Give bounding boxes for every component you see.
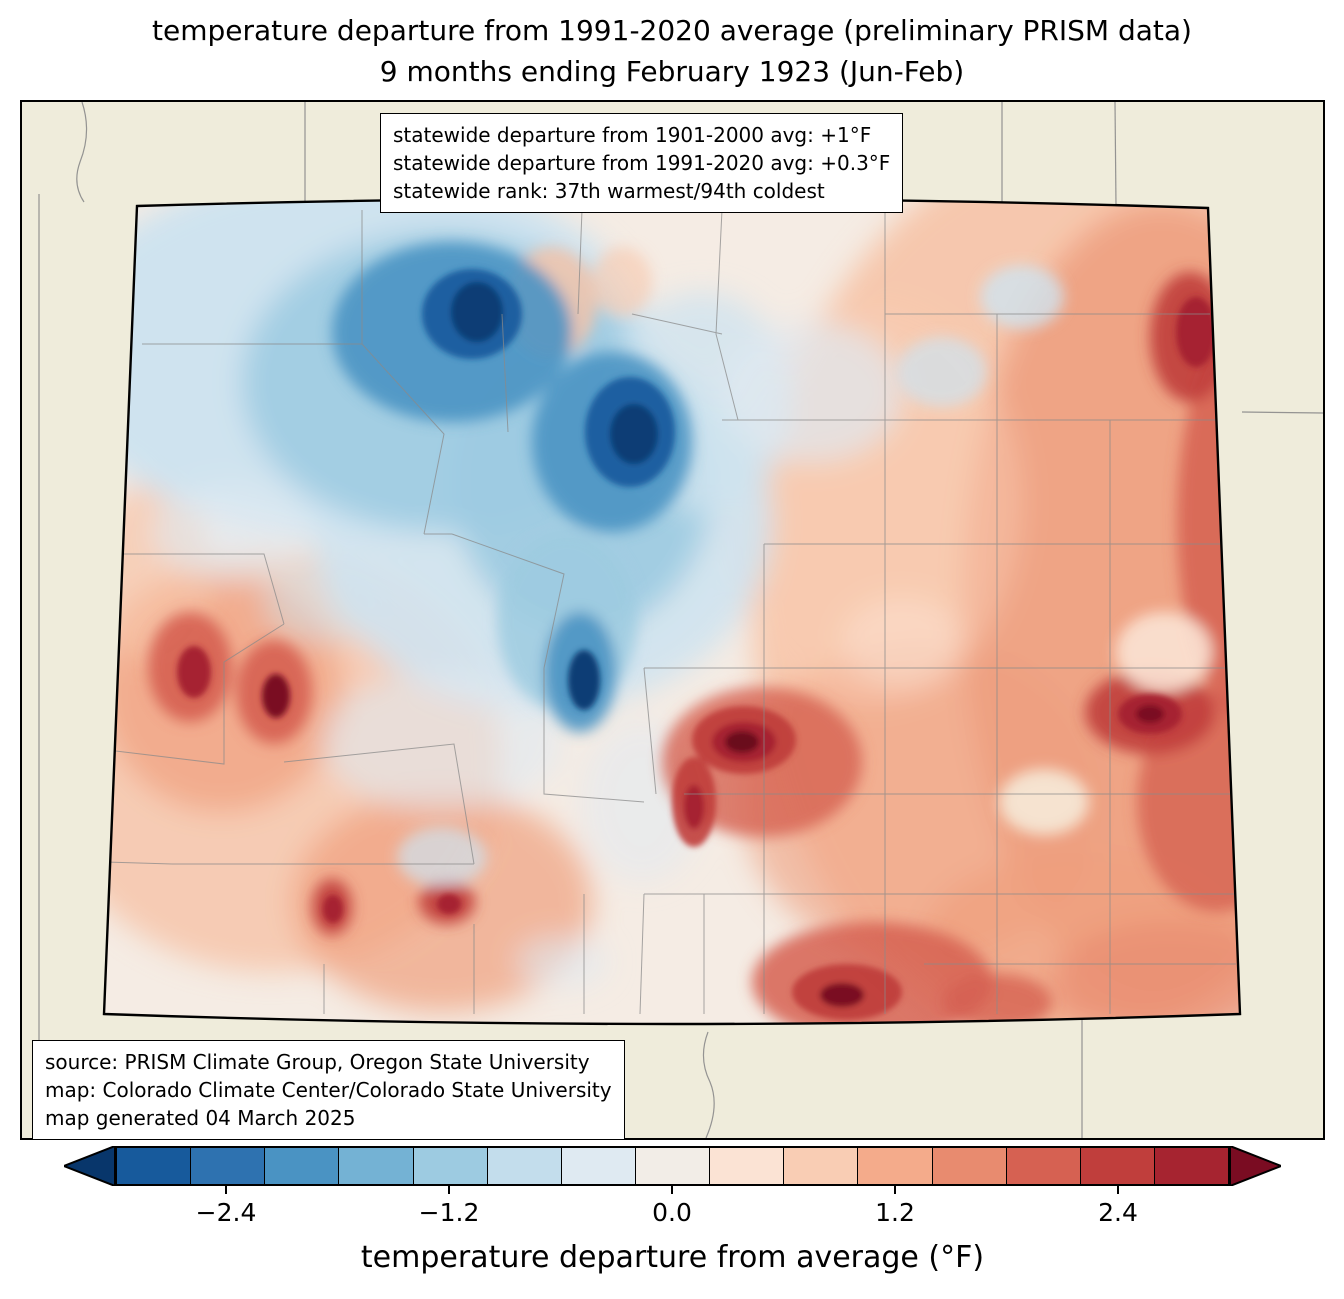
source-box: source: PRISM Climate Group, Oregon Stat… (32, 1040, 625, 1140)
colorbar-segment (117, 1148, 191, 1184)
colorbar-segment (412, 1148, 487, 1184)
colorbar-segment (338, 1148, 413, 1184)
stats-line-2: statewide departure from 1991-2020 avg: … (393, 151, 891, 175)
colorbar-segment (783, 1148, 858, 1184)
colorbar-segment (1005, 1148, 1080, 1184)
colorbar-tick-label: −1.2 (418, 1198, 480, 1227)
stats-line-3: statewide rank: 37th warmest/94th coldes… (393, 179, 825, 203)
neighbor-state-borders (38, 102, 1323, 1138)
colorbar-segment (1153, 1148, 1229, 1184)
colorbar-arrow-left (64, 1146, 115, 1186)
colorbar-segment (190, 1148, 265, 1184)
title-line-1: temperature departure from 1991-2020 ave… (152, 14, 1192, 47)
figure-title: temperature departure from 1991-2020 ave… (0, 10, 1344, 92)
county-boundaries (106, 209, 1236, 1015)
colorbar-tickmark (671, 1186, 673, 1194)
source-line-2: map: Colorado Climate Center/Colorado St… (45, 1078, 612, 1102)
colorbar-tickmark (448, 1186, 450, 1194)
colorbar-arrow-right (1230, 1146, 1281, 1186)
map-frame: statewide departure from 1901-2000 avg: … (20, 100, 1325, 1140)
colorbar-segments (115, 1146, 1230, 1186)
colorbar-segment (560, 1148, 635, 1184)
colorbar-segment (931, 1148, 1006, 1184)
colorbar-tickmark (894, 1186, 896, 1194)
stats-box: statewide departure from 1901-2000 avg: … (380, 113, 904, 213)
colorbar-segment (634, 1148, 710, 1184)
colorbar-segment (857, 1148, 932, 1184)
colorbar-segment (709, 1148, 784, 1184)
colorbar-tick-label: 0.0 (652, 1198, 692, 1227)
temperature-field (104, 198, 1240, 1025)
colorbar-tick-label: 2.4 (1098, 1198, 1138, 1227)
title-line-2: 9 months ending February 1923 (Jun-Feb) (379, 55, 965, 88)
source-line-3: map generated 04 March 2025 (45, 1106, 356, 1130)
colorbar-segment (264, 1148, 339, 1184)
colorado-map-svg (22, 102, 1323, 1138)
stats-line-1: statewide departure from 1901-2000 avg: … (393, 123, 872, 147)
colorbar-segment (486, 1148, 561, 1184)
colorbar-segment (1079, 1148, 1154, 1184)
colorbar-tickmark (225, 1186, 227, 1194)
source-line-1: source: PRISM Climate Group, Oregon Stat… (45, 1050, 590, 1074)
colorbar-axis-label: temperature departure from average (°F) (360, 1240, 985, 1275)
colorbar-tick-label: −2.4 (195, 1198, 257, 1227)
colorbar-tick-label: 1.2 (875, 1198, 915, 1227)
colorbar-tickmark (1117, 1186, 1119, 1194)
